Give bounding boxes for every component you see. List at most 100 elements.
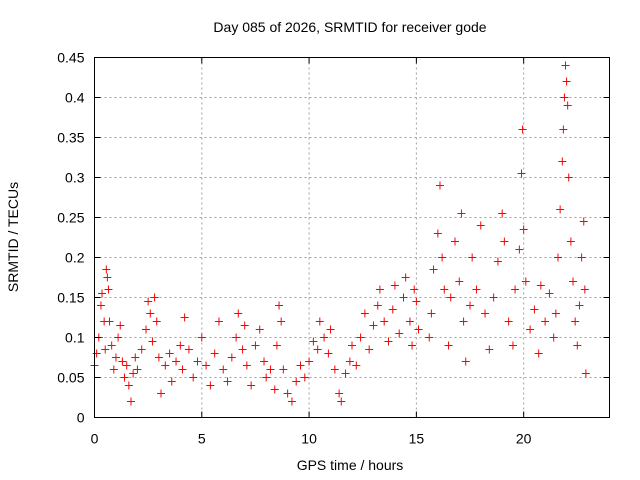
data-point bbox=[146, 309, 155, 318]
data-point bbox=[172, 357, 181, 366]
data-point bbox=[575, 301, 584, 310]
data-point bbox=[573, 341, 582, 350]
data-point bbox=[521, 277, 530, 286]
data-point bbox=[485, 345, 494, 354]
data-point bbox=[260, 357, 269, 366]
data-point bbox=[468, 253, 477, 262]
data-point bbox=[444, 341, 453, 350]
data-point bbox=[530, 305, 539, 314]
data-point bbox=[554, 253, 562, 262]
data-point bbox=[504, 317, 513, 326]
data-point bbox=[429, 265, 438, 274]
data-point bbox=[515, 245, 524, 254]
data-point bbox=[580, 285, 589, 294]
data-point bbox=[561, 61, 570, 70]
y-tick-label: 0.1 bbox=[65, 330, 85, 346]
data-point bbox=[375, 285, 384, 294]
data-point bbox=[131, 353, 140, 362]
data-point bbox=[384, 337, 393, 346]
data-point bbox=[292, 377, 301, 386]
data-point bbox=[425, 333, 434, 342]
y-tick-label: 0.05 bbox=[57, 370, 84, 386]
data-point bbox=[305, 357, 314, 366]
data-point bbox=[556, 205, 565, 214]
data-point bbox=[399, 293, 408, 302]
data-point bbox=[219, 365, 228, 374]
axis-ticks: 0 0.05 0.1 0.15 0.2 0.25 0.3 0.35 0.4 0.45 0 5 10 15 2… bbox=[57, 50, 610, 447]
data-point bbox=[167, 377, 176, 386]
data-point bbox=[564, 173, 573, 182]
data-point bbox=[390, 281, 399, 290]
data-point bbox=[508, 341, 517, 350]
data-point bbox=[272, 341, 281, 350]
data-point bbox=[232, 333, 241, 342]
data-point bbox=[348, 341, 356, 350]
data-point bbox=[534, 349, 543, 358]
data-point bbox=[451, 237, 459, 246]
y-axis-label: SRMTID / TECUs bbox=[5, 182, 21, 292]
data-point bbox=[569, 277, 578, 286]
data-point bbox=[206, 381, 215, 390]
data-point bbox=[189, 373, 198, 382]
data-point bbox=[315, 317, 324, 326]
data-point bbox=[566, 237, 575, 246]
data-point bbox=[103, 273, 112, 282]
data-point bbox=[202, 361, 211, 370]
y-tick-label: 0.3 bbox=[65, 170, 85, 186]
data-point bbox=[96, 301, 105, 310]
data-point bbox=[247, 381, 256, 390]
data-point bbox=[148, 337, 157, 346]
data-point bbox=[579, 217, 588, 226]
data-point bbox=[493, 257, 502, 266]
data-point bbox=[105, 317, 114, 326]
data-point bbox=[240, 321, 249, 330]
x-tick-label: 10 bbox=[301, 431, 317, 447]
data-point bbox=[365, 345, 374, 354]
data-point bbox=[560, 93, 569, 102]
data-point bbox=[178, 365, 187, 374]
y-tick-label: 0.45 bbox=[57, 50, 84, 66]
y-tick-label: 0 bbox=[77, 410, 85, 426]
data-point bbox=[405, 317, 414, 326]
data-point bbox=[193, 357, 202, 366]
data-point bbox=[101, 345, 110, 354]
data-point bbox=[270, 385, 279, 394]
data-point bbox=[489, 293, 498, 302]
data-point bbox=[337, 397, 346, 406]
chart-title: Day 085 of 2026, SRMTID for receiver god… bbox=[213, 19, 486, 35]
data-point bbox=[345, 357, 354, 366]
data-point bbox=[210, 349, 219, 358]
data-point bbox=[262, 373, 271, 382]
x-tick-label: 0 bbox=[91, 431, 99, 447]
data-point bbox=[341, 369, 350, 378]
x-tick-label: 5 bbox=[198, 431, 206, 447]
data-point bbox=[395, 329, 404, 338]
data-point bbox=[373, 301, 382, 310]
y-tick-label: 0.25 bbox=[57, 210, 84, 226]
data-point bbox=[581, 369, 590, 378]
data-point bbox=[275, 301, 284, 310]
y-tick-label: 0.15 bbox=[57, 290, 84, 306]
data-points bbox=[90, 61, 590, 406]
data-point bbox=[457, 209, 466, 218]
data-point bbox=[122, 361, 131, 370]
data-point bbox=[433, 229, 442, 238]
data-point bbox=[277, 317, 286, 326]
data-point bbox=[410, 285, 419, 294]
data-point bbox=[214, 317, 223, 326]
data-point bbox=[519, 225, 528, 234]
data-point bbox=[238, 345, 247, 354]
data-point bbox=[517, 169, 526, 178]
data-point bbox=[266, 365, 275, 374]
data-point bbox=[408, 341, 417, 350]
data-point bbox=[500, 237, 509, 246]
data-point bbox=[518, 125, 527, 134]
data-point bbox=[300, 373, 309, 382]
data-point bbox=[571, 317, 580, 326]
data-point bbox=[223, 377, 232, 386]
data-point bbox=[380, 317, 389, 326]
data-point bbox=[150, 293, 159, 302]
data-point bbox=[98, 289, 107, 298]
data-point bbox=[144, 297, 153, 306]
